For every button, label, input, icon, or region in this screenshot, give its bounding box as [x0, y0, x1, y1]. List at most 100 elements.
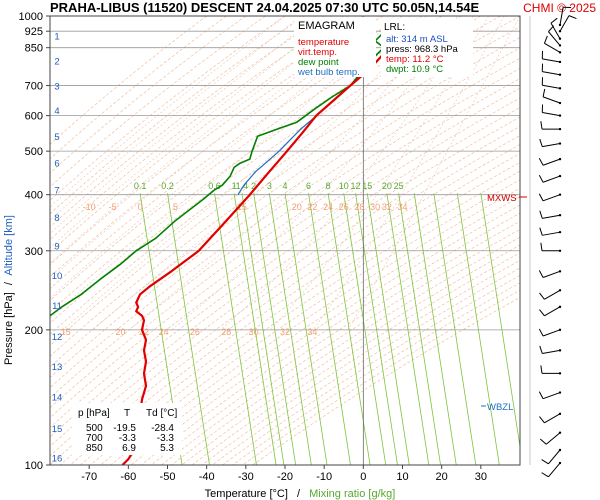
x-tick-label: -60 — [120, 471, 136, 483]
wind-barb — [550, 17, 562, 40]
mixing-ratio-label: 20 — [382, 181, 392, 191]
lrl-box: LRL: alt: 314 m ASL press: 968.3 hPa tem… — [381, 19, 473, 77]
dry-adiabat-line — [120, 196, 520, 465]
dry-adiabat-label: -10 — [83, 202, 96, 212]
p-tick-label: 500 — [25, 146, 43, 158]
wbzl-marker: WBZL — [487, 402, 513, 413]
dry-adiabat-line — [70, 153, 520, 465]
table-row-850-t: 6.9 — [122, 443, 136, 454]
wind-barb-staff — [542, 143, 561, 148]
wind-barb — [538, 328, 562, 337]
altitude-tick-label: 11 — [52, 301, 62, 312]
dry-adiabat-label: 32 — [280, 327, 290, 337]
wind-barb-staff — [542, 349, 561, 355]
mixing-ratio-line — [366, 193, 410, 465]
wind-barb-dot — [558, 289, 562, 292]
wind-barb — [541, 50, 562, 64]
moist-adiabat-line — [128, 16, 442, 331]
chart-title: PRAHA-LIBUS (11520) DESCENT 24.04.2025 0… — [50, 0, 480, 15]
mixing-ratio-line — [268, 193, 312, 465]
wind-barb-dot — [558, 270, 562, 273]
altitude-tick-label: 8 — [54, 213, 59, 224]
wind-barb-staff — [542, 58, 561, 63]
altitude-tick-label: 14 — [52, 393, 63, 404]
mixing-ratio-line — [456, 193, 500, 465]
dry-adiabat-line — [90, 170, 520, 465]
dry-adiabat-line — [50, 26, 520, 357]
wind-barb-staff — [548, 31, 561, 46]
wind-barb — [558, 15, 577, 33]
wind-barb-dot — [558, 431, 562, 434]
dry-adiabat-line — [191, 252, 520, 465]
dry-adiabat-line — [50, 87, 520, 419]
p-tick-label: 600 — [25, 111, 43, 123]
wind-barb-flag — [539, 416, 545, 424]
dry-adiabat-line — [141, 212, 520, 465]
dry-adiabat-label: 28 — [221, 327, 231, 337]
dry-adiabat-line — [50, 116, 520, 447]
wind-barb-staff — [548, 449, 561, 465]
dry-adiabat-label: 24 — [159, 327, 169, 337]
dry-adiabat-line — [50, 125, 520, 457]
p-tick-label: 1000 — [19, 11, 43, 23]
p-tick-label: 400 — [25, 190, 43, 202]
dry-adiabat-label: 34 — [307, 327, 317, 337]
table-header-p: p [hPa] — [78, 408, 110, 419]
wind-barb-dot — [558, 193, 562, 196]
wind-barb-staff — [544, 413, 561, 424]
altitude-tick-label: 3 — [54, 82, 59, 93]
mixing-ratio-line — [355, 193, 398, 465]
mixing-ratio-label: 12 — [350, 181, 360, 191]
x-axis-title-separator: / — [297, 488, 301, 500]
wind-barb — [539, 138, 562, 148]
moist-adiabat-line — [312, 16, 505, 330]
wind-barb-flag — [543, 35, 548, 44]
wind-barb — [540, 121, 562, 131]
dry-adiabat-line — [50, 57, 520, 389]
lrl-press: press: 968.3 hPa — [386, 44, 459, 55]
wind-barb — [539, 210, 562, 219]
table-row-700-td: -3.3 — [157, 433, 175, 444]
wind-barb-dot — [558, 391, 562, 394]
table-row-850-td: 5.3 — [160, 443, 174, 454]
dry-adiabat-line — [50, 16, 501, 335]
table-header-td: Td [°C] — [146, 408, 177, 419]
wind-barb-flag — [539, 138, 543, 147]
mixing-ratio-label: 15 — [362, 181, 372, 191]
dry-adiabat-label: 26 — [190, 327, 200, 337]
p-tick-label: 200 — [25, 325, 43, 337]
y-axis-title: Pressure [hPa] / Altitude [km] — [3, 215, 15, 365]
wind-barb — [538, 270, 562, 278]
wind-barb-dot — [558, 30, 562, 33]
mixing-ratio-label: 0.6 — [208, 181, 221, 191]
altitude-tick-label: 6 — [54, 158, 59, 169]
x-tick-label: -70 — [81, 471, 97, 483]
dry-adiabat-line — [50, 16, 384, 266]
sounding-curves — [50, 21, 408, 465]
wind-barb-dot — [558, 230, 562, 234]
wind-barb — [541, 461, 562, 478]
wind-barb — [539, 227, 562, 236]
wind-barb-flag — [541, 459, 549, 465]
y-axis-title-separator: / — [3, 281, 15, 285]
wind-barb-dot — [558, 51, 562, 54]
table-header-t: T — [124, 408, 130, 419]
dry-adiabat-label: 15 — [61, 327, 71, 337]
levels-table: p [hPa] T Td [°C] 500 -19.5 -28.4 700 -3… — [72, 403, 182, 455]
mixing-ratio-label: 1 — [232, 181, 237, 191]
wind-barb-staff — [559, 7, 564, 26]
wind-barb-staff — [542, 84, 561, 89]
altitude-tick-label: 9 — [54, 242, 59, 253]
dry-adiabat-line — [50, 68, 520, 399]
wind-barbs-column — [529, 6, 577, 478]
x-axis-title: Temperature [°C] / Mixing ratio [g/kg] — [205, 488, 396, 500]
mixing-ratio-line — [343, 193, 387, 465]
wind-barb-dot — [558, 349, 562, 352]
lrl-dwpt: dwpt: 10.9 °C — [386, 64, 443, 75]
mixing-ratio-line — [308, 193, 351, 465]
y-axis-title-altitude: Altitude [km] — [3, 215, 15, 276]
mixing-ratio-line — [386, 193, 430, 465]
wind-barb — [541, 104, 562, 117]
altitude-tick-label: 10 — [52, 271, 63, 282]
